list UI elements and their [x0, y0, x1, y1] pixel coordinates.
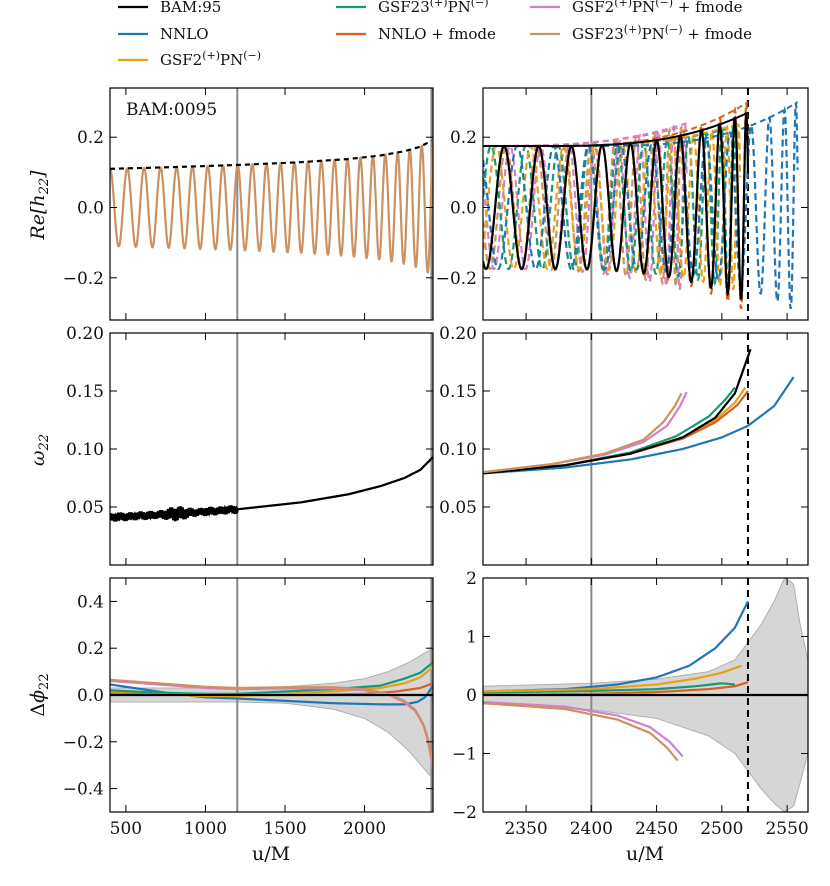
panel-annotation: BAM:0095 [126, 100, 217, 120]
ylabel-omega22: ω22 [27, 434, 52, 466]
y-tick-label: 0.15 [66, 382, 104, 402]
axes-frame [482, 87, 809, 321]
legend-label-bam: BAM:95 [160, 0, 221, 16]
series-gsf23_fmode [483, 702, 679, 762]
panel-re-h22-zoom: −0.2 0.0 0.2 [436, 87, 809, 321]
y-tick-label: 0.2 [450, 128, 477, 148]
panel-omega-zoom: 0.05 0.10 0.15 0.20 [439, 324, 809, 566]
y-tick-label: −0.2 [63, 269, 104, 289]
series-gsf23_fmode [110, 144, 433, 274]
legend-label-nnlo-fmode: NNLO + fmode [378, 25, 496, 43]
y-tick-label: 0.4 [77, 592, 104, 612]
y-tick-label: 0.10 [66, 440, 104, 460]
y-tick-label: −1 [452, 745, 477, 765]
series-bam [110, 456, 433, 522]
envelope-gsf23 [483, 125, 736, 147]
x-tick-label: 2550 [765, 819, 808, 839]
y-tick-label: 0 [466, 686, 477, 706]
series-gsf2_fmode [483, 391, 688, 474]
x-tick-label: 2000 [343, 819, 386, 839]
series-bam [483, 113, 750, 300]
y-tick-label: 0.05 [66, 498, 104, 518]
legend-item-gsf23-fmode: GSF23(+)PN(−) + fmode [530, 23, 752, 43]
legend: BAM:95 NNLO GSF2(+)PN(−) GSF23(+)PN(−) N… [118, 0, 752, 69]
axes-frame [109, 332, 434, 566]
legend-item-bam: BAM:95 [118, 0, 221, 16]
x-tick-label: 500 [110, 819, 142, 839]
legend-label-gsf2-fmode: GSF2(+)PN(−) + fmode [572, 0, 743, 16]
legend-item-gsf23: GSF23(+)PN(−) [336, 0, 489, 16]
uncertainty-band [110, 647, 433, 781]
series-gsf23 [483, 682, 736, 694]
x-tick-label: 2450 [635, 819, 678, 839]
x-tick-label: 2400 [570, 819, 613, 839]
y-tick-label: −0.4 [63, 780, 104, 800]
legend-label-gsf2: GSF2(+)PN(−) [160, 49, 261, 69]
envelope-nnlo [483, 101, 799, 147]
legend-label-gsf23-fmode: GSF23(+)PN(−) + fmode [572, 23, 752, 43]
series-gsf23 [110, 661, 433, 695]
axes-frame [109, 87, 434, 321]
legend-label-gsf23: GSF23(+)PN(−) [378, 0, 489, 16]
ylabel-re-h22: Re[h22] [27, 170, 52, 241]
x-axis-labels: u/M u/M [252, 843, 664, 865]
series-bam [483, 348, 752, 475]
legend-item-gsf2: GSF2(+)PN(−) [118, 49, 261, 69]
series-gsf23_fmode [110, 678, 433, 766]
legend-label-nnlo: NNLO [160, 25, 209, 43]
y-tick-label: 0.2 [77, 128, 104, 148]
y-tick-label: 0.0 [77, 686, 104, 706]
y-tick-label: 0.0 [450, 199, 477, 219]
series-gsf2 [483, 664, 742, 693]
panel-dphi-full: 500 1000 1500 2000 −0.4 −0.2 0.0 0.2 0.4 [63, 577, 434, 839]
series-nnlo_fmode [483, 390, 749, 474]
series-gsf2 [483, 123, 742, 291]
y-tick-label: 0.2 [77, 639, 104, 659]
series-gsf2_fmode [110, 679, 433, 771]
legend-item-gsf2-fmode: GSF2(+)PN(−) + fmode [530, 0, 743, 16]
legend-item-nnlo: NNLO [118, 25, 209, 43]
x-tick-label: 2350 [504, 819, 547, 839]
y-tick-label: −0.2 [436, 269, 477, 289]
y-tick-label: 0.20 [439, 324, 477, 344]
y-tick-label: 0.10 [439, 440, 477, 460]
xlabel-left: u/M [252, 843, 290, 865]
legend-item-nnlo-fmode: NNLO + fmode [336, 25, 496, 43]
series-gsf23_fmode [110, 456, 433, 519]
x-tick-label: 1500 [263, 819, 306, 839]
series-nnlo [483, 102, 799, 310]
y-axis-labels: Re[h22] ω22 Δϕ22 [27, 170, 52, 717]
y-tick-label: −2 [452, 803, 477, 823]
panel-dphi-zoom: 2350 2400 2450 2500 2550 −2 −1 0 1 2 [452, 569, 809, 839]
y-tick-label: 0.15 [439, 382, 477, 402]
x-tick-label: 1000 [184, 819, 227, 839]
series-nnlo [483, 376, 795, 475]
x-tick-label: 2500 [700, 819, 743, 839]
series-gsf2_fmode [483, 700, 684, 758]
panel-re-h22-full: −0.2 0.0 0.2 BAM:0095 [63, 87, 434, 321]
envelope-bam [483, 111, 749, 147]
y-tick-label: 0.05 [439, 498, 477, 518]
y-tick-label: 0.20 [66, 324, 104, 344]
y-tick-label: −0.2 [63, 733, 104, 753]
y-tick-label: 1 [466, 628, 477, 648]
series-gsf23_fmode [483, 392, 683, 474]
y-tick-label: 2 [466, 569, 477, 589]
series-gsf2 [483, 386, 747, 474]
y-tick-label: 0.0 [77, 199, 104, 219]
xlabel-right: u/M [626, 843, 664, 865]
panel-omega-full: 0.05 0.10 0.15 0.20 [66, 324, 434, 566]
ylabel-dphi22: Δϕ22 [27, 673, 52, 716]
